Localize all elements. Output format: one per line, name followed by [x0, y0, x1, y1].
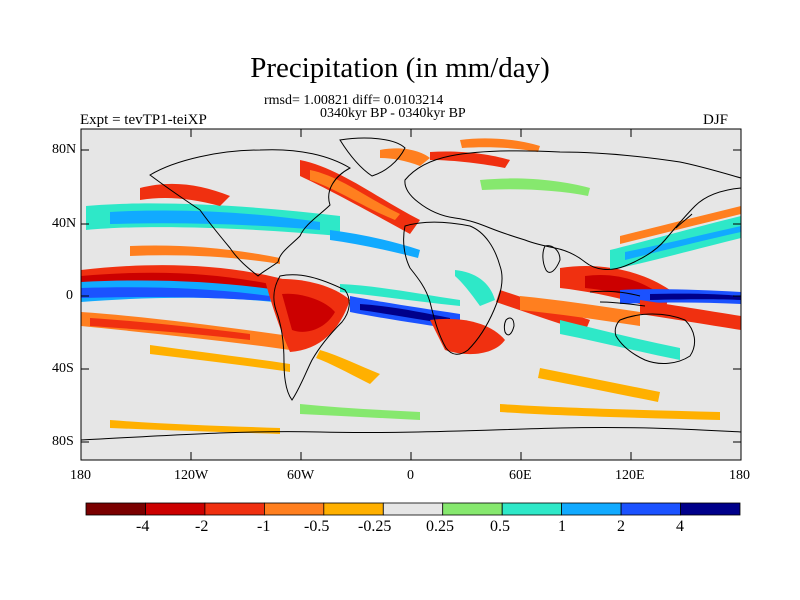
- colorbar-segment: [442, 502, 503, 516]
- colorbar-segment: [382, 502, 444, 516]
- lon-label-0: 0: [407, 468, 414, 483]
- colorbar-label: 4: [676, 518, 684, 535]
- experiment-label: Expt = tevTP1-teiXP: [80, 112, 207, 128]
- lon-label-60w: 60W: [287, 468, 315, 483]
- colorbar-label: 1: [558, 518, 566, 535]
- lon-ticks: [80, 129, 632, 460]
- lon-label-180w: 180: [70, 468, 91, 483]
- colorbar-label: 0.25: [426, 518, 454, 535]
- colorbar-label: 2: [617, 518, 625, 535]
- colorbar-label: 0.5: [490, 518, 510, 535]
- colorbar: [85, 502, 741, 516]
- precip-anomaly-field: [81, 138, 741, 434]
- lat-label-40s: 40S: [52, 361, 74, 376]
- colorbar-label: -1: [257, 518, 271, 535]
- lat-ticks: [81, 149, 741, 443]
- colorbar-label: -4: [136, 518, 150, 535]
- colorbar-segment: [501, 502, 563, 516]
- lat-label-0: 0: [66, 288, 73, 303]
- lon-label-120w: 120W: [174, 468, 209, 483]
- colorbar-segment: [145, 502, 206, 516]
- lon-label-120e: 120E: [615, 468, 645, 483]
- colorbar-segment: [561, 502, 622, 516]
- lon-label-180e: 180: [729, 468, 750, 483]
- colorbar-segment: [323, 502, 384, 516]
- colorbar-segment: [620, 502, 681, 516]
- lat-label-80n: 80N: [52, 142, 77, 157]
- lon-label-60e: 60E: [509, 468, 532, 483]
- colorbar-segment: [680, 502, 741, 516]
- coastlines: [81, 137, 741, 441]
- colorbar-segment: [85, 502, 146, 516]
- colorbar-segment: [204, 502, 265, 516]
- lat-label-40n: 40N: [52, 216, 77, 231]
- colorbar-label: -0.5: [304, 518, 330, 535]
- colorbar-label: -2: [195, 518, 209, 535]
- colorbar-label: -0.25: [358, 518, 392, 535]
- lat-label-80s: 80S: [52, 434, 74, 449]
- season-label: DJF: [703, 112, 729, 128]
- plot-title: Precipitation (in mm/day): [250, 52, 550, 84]
- colorbar-segment: [263, 502, 325, 516]
- period-line: 0340kyr BP - 0340kyr BP: [320, 106, 466, 121]
- stats-line: rmsd= 1.00821 diff= 0.0103214: [264, 93, 444, 108]
